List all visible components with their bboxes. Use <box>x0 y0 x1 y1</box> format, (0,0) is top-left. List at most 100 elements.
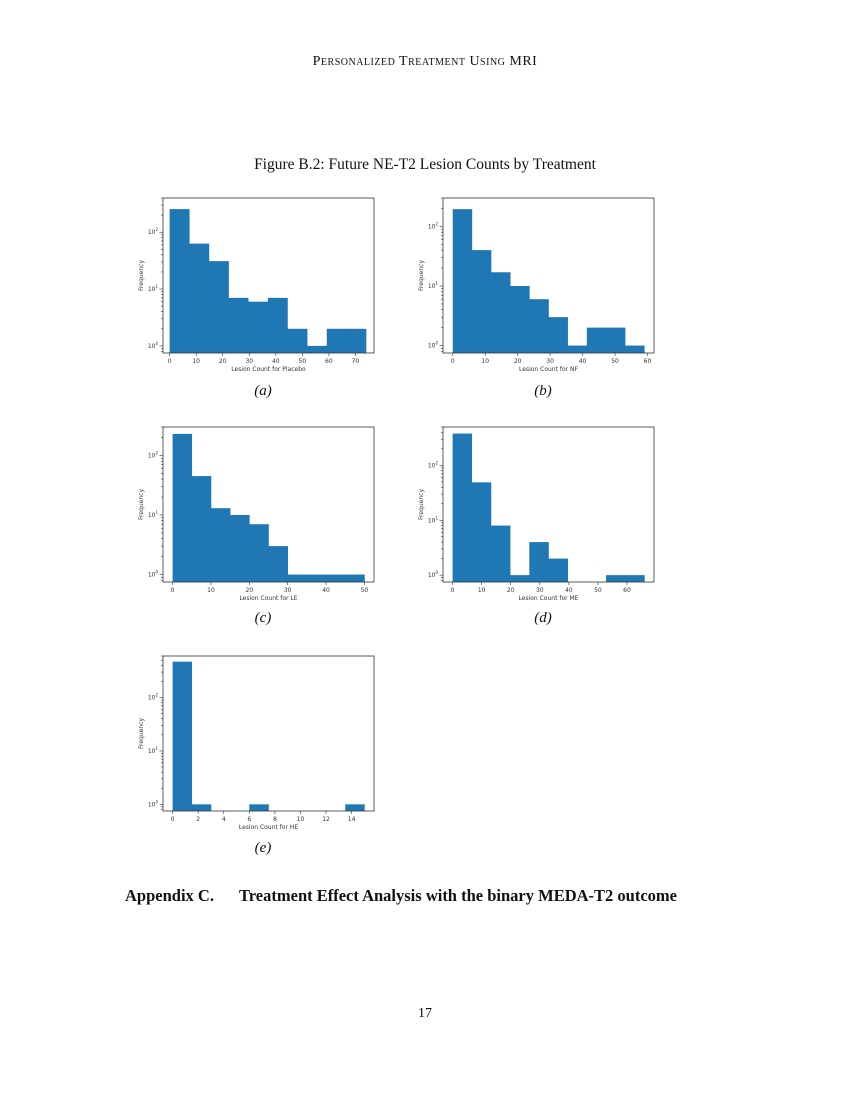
histogram-bar <box>471 250 492 353</box>
svg-text:100: 100 <box>428 570 439 579</box>
svg-text:50: 50 <box>611 358 619 365</box>
y-axis: 100 101 102 <box>428 197 443 352</box>
histogram-bars <box>172 433 365 582</box>
histogram-bar <box>346 328 367 353</box>
svg-text:60: 60 <box>325 358 333 365</box>
histogram-panel-a: 100 101 102 Frequency 0 10 20 30 40 50 60 70 Lesion … <box>135 192 385 422</box>
histogram-bar <box>326 328 347 353</box>
x-axis: 0 10 20 30 40 50 60 <box>451 582 631 594</box>
histogram-bar <box>586 327 607 353</box>
histogram-bar <box>510 575 530 582</box>
svg-text:101: 101 <box>428 281 439 290</box>
histogram-bar <box>345 804 365 811</box>
svg-text:30: 30 <box>546 358 554 365</box>
svg-text:102: 102 <box>148 450 159 459</box>
page-number: 17 <box>418 1006 432 1021</box>
histogram-bar <box>268 546 288 582</box>
svg-text:4: 4 <box>222 816 226 823</box>
y-axis: 100 101 102 <box>428 426 443 581</box>
svg-text:20: 20 <box>245 587 253 594</box>
svg-text:10: 10 <box>207 587 215 594</box>
svg-text:10: 10 <box>481 358 489 365</box>
svg-text:0: 0 <box>171 587 175 594</box>
histogram-bar <box>210 508 231 582</box>
histogram-panel-e: 100 101 102 Frequency 0 2 4 6 8 10 12 14 Lesion Coun… <box>135 650 385 880</box>
histogram-panel-c: 100 101 102 Frequency 0 10 20 30 40 50 Lesion Coun… <box>135 421 385 651</box>
svg-text:20: 20 <box>219 358 227 365</box>
x-axis: 0 2 4 6 8 10 12 14 <box>171 811 356 823</box>
y-axis-label: Frequency <box>138 260 145 291</box>
histogram-bar <box>172 433 193 582</box>
svg-text:50: 50 <box>361 587 369 594</box>
figure-title: Figure B.2: Future NE-T2 Lesion Counts b… <box>254 156 596 173</box>
subfigure-label-d: (d) <box>534 610 552 626</box>
svg-text:20: 20 <box>514 358 522 365</box>
svg-text:40: 40 <box>322 587 330 594</box>
histogram-bar <box>249 804 269 811</box>
histogram-bar <box>228 297 249 353</box>
histogram-bar <box>548 558 568 582</box>
appendix-number: Appendix C. <box>125 886 214 905</box>
x-axis: 0 10 20 30 40 50 <box>171 582 369 594</box>
svg-text:100: 100 <box>148 799 159 808</box>
histogram-bar <box>490 525 511 582</box>
subfigure-label-b: (b) <box>534 383 552 399</box>
histogram-bar <box>287 328 308 353</box>
histogram-bar <box>452 433 473 582</box>
svg-text:6: 6 <box>247 816 251 823</box>
axes-frame <box>162 197 375 354</box>
y-axis: 100 101 102 <box>148 197 163 352</box>
y-axis-label: Frequency <box>138 489 145 520</box>
histogram-svg: 100 101 102 Frequency 0 10 20 30 40 50 60 70 Lesion … <box>138 197 375 373</box>
svg-text:10: 10 <box>192 358 200 365</box>
y-axis-label: Frequency <box>138 718 145 749</box>
histogram-bar <box>249 524 269 582</box>
svg-text:101: 101 <box>148 284 159 293</box>
histogram-bar <box>491 272 511 353</box>
svg-text:70: 70 <box>352 358 360 365</box>
histogram-bars <box>169 209 367 353</box>
axes-frame <box>162 655 375 812</box>
svg-text:8: 8 <box>273 816 277 823</box>
svg-text:30: 30 <box>245 358 253 365</box>
svg-text:100: 100 <box>148 570 159 579</box>
appendix-title: Treatment Effect Analysis with the binar… <box>239 886 677 905</box>
y-axis: 100 101 102 <box>148 426 163 581</box>
histogram-bar <box>208 261 229 353</box>
svg-text:40: 40 <box>579 358 587 365</box>
axes-frame <box>442 197 655 354</box>
svg-text:100: 100 <box>428 341 439 350</box>
svg-text:14: 14 <box>348 816 356 823</box>
x-axis-label: Lesion Count for HE <box>239 824 298 831</box>
histogram-bar <box>606 575 626 582</box>
svg-text:101: 101 <box>148 510 159 519</box>
y-axis-label: Frequency <box>418 489 425 520</box>
svg-text:20: 20 <box>507 587 515 594</box>
x-axis: 0 10 20 30 40 50 60 70 <box>168 353 360 365</box>
histogram-bar <box>510 285 530 353</box>
svg-text:60: 60 <box>623 587 631 594</box>
histogram-bar <box>529 299 549 353</box>
svg-text:12: 12 <box>322 816 330 823</box>
histogram-bar <box>471 482 492 582</box>
histogram-bar <box>452 209 473 353</box>
svg-text:102: 102 <box>428 221 439 230</box>
histogram-bar <box>625 345 645 353</box>
svg-text:60: 60 <box>644 358 652 365</box>
svg-text:40: 40 <box>272 358 280 365</box>
svg-text:102: 102 <box>428 460 439 469</box>
histogram-svg: 100 101 102 Frequency 0 10 20 30 40 50 Lesion Coun… <box>138 426 375 602</box>
svg-text:10: 10 <box>297 816 305 823</box>
svg-text:101: 101 <box>428 515 439 524</box>
x-axis-label: Lesion Count for NF <box>519 366 578 373</box>
x-axis-label: Lesion Count for ME <box>519 595 579 602</box>
svg-text:2: 2 <box>196 816 200 823</box>
svg-text:40: 40 <box>565 587 573 594</box>
svg-text:50: 50 <box>299 358 307 365</box>
histogram-svg: 100 101 102 Frequency 0 10 20 30 40 50 60 Lesion Co… <box>418 197 655 373</box>
histogram-bar <box>267 297 288 353</box>
svg-text:102: 102 <box>148 693 159 702</box>
svg-text:102: 102 <box>148 227 159 236</box>
histogram-bar <box>567 345 588 353</box>
x-axis: 0 10 20 30 40 50 60 <box>451 353 652 365</box>
